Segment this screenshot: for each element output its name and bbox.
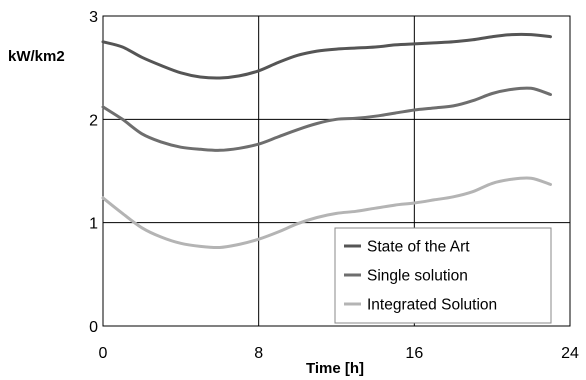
x-axis-title: Time [h] [306, 360, 364, 377]
x-tick-label: 0 [99, 345, 108, 362]
series-lines [101, 32, 552, 250]
plot-area-border [102, 15, 571, 327]
legend-label-state-of-the-art: State of the Art [367, 239, 470, 256]
y-tick-label: 0 [89, 319, 98, 336]
x-tick-label: 16 [405, 345, 423, 362]
legend-label-integrated-solution: Integrated Solution [367, 297, 497, 314]
legend-label-single-solution: Single solution [367, 268, 468, 285]
x-tick-labels: 0 8 16 24 [99, 345, 579, 362]
legend-box [334, 227, 552, 324]
y-tick-label: 2 [89, 112, 98, 129]
series-line-integrated-solution [101, 176, 552, 250]
legend: State of the Art Single solution Integrate… [334, 227, 552, 324]
x-tick-label: 24 [561, 345, 579, 362]
y-tick-label: 1 [89, 216, 98, 233]
y-tick-labels: 0 1 2 3 [89, 9, 98, 336]
series-line-state-of-the-art [101, 32, 552, 80]
y-tick-label: 3 [89, 9, 98, 26]
y-axis-title: kW/km2 [8, 48, 65, 65]
series-line-single-solution [101, 86, 552, 152]
x-tick-label: 8 [254, 345, 263, 362]
